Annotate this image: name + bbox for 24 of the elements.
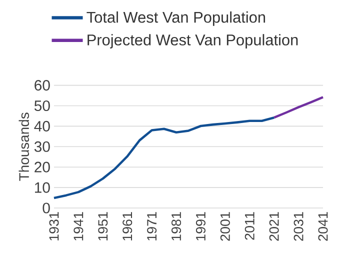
y-tick-label: 30 [34, 141, 50, 152]
x-tick-label: 1961 [122, 212, 132, 240]
legend-label: Projected West Van Population [88, 34, 298, 48]
x-tick-label: 2031 [294, 212, 304, 241]
y-tick-label: 10 [35, 182, 50, 193]
y-tick-label: 0 [42, 202, 50, 214]
line-series [272, 96, 324, 119]
x-tick-label: 2021 [269, 212, 279, 241]
y-tick-label: 20 [34, 162, 50, 172]
y-tick-label: 40 [34, 120, 50, 132]
x-tick-label: 2001 [220, 212, 230, 241]
x-tick-label: 2041 [318, 212, 328, 241]
x-tick-label: 1991 [196, 212, 206, 240]
line-series [52, 116, 276, 200]
x-tick-label: 1971 [147, 212, 157, 240]
y-tick-label: 60 [34, 80, 50, 91]
x-tick-label: 2011 [244, 212, 254, 240]
legend-label: Total West Van Population [86, 11, 266, 26]
x-tick-label: 1981 [172, 212, 182, 240]
y-tick-label: 50 [34, 100, 50, 112]
x-tick-label: 1941 [74, 212, 84, 240]
y-axis-title: Thousands [18, 112, 30, 181]
x-tick-label: 1951 [98, 212, 108, 240]
x-tick-label: 1931 [49, 212, 59, 240]
